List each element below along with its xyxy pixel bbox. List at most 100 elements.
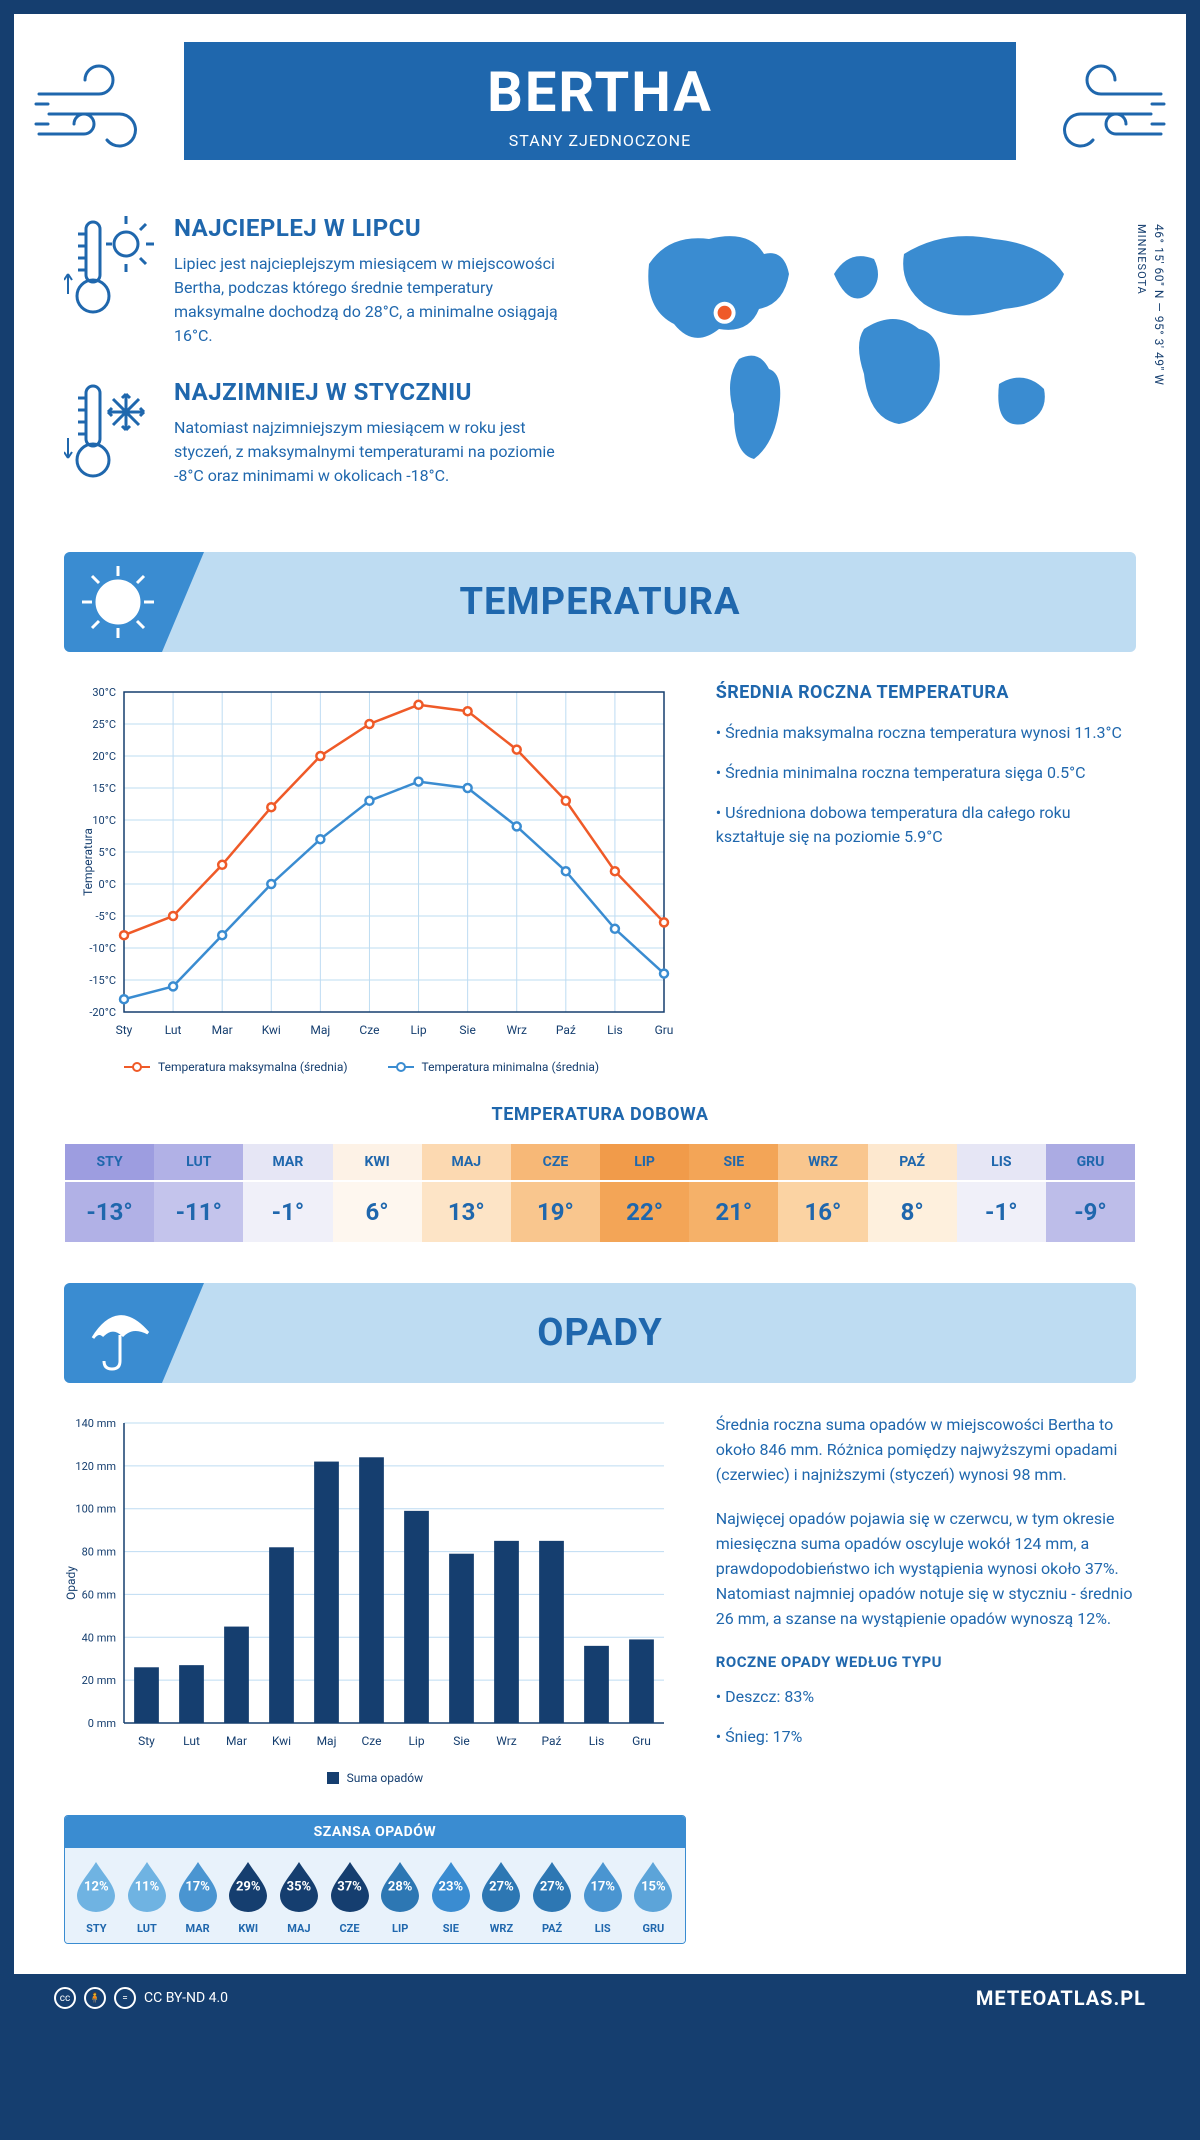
svg-text:-10°C: -10°C xyxy=(89,942,116,955)
precip-para2: Najwięcej opadów pojawia się w czerwcu, … xyxy=(716,1507,1136,1631)
temp-chart-ylabel: Temperatura xyxy=(81,828,95,896)
precip-typ-item: • Deszcz: 83% xyxy=(716,1685,1136,1709)
svg-text:Kwi: Kwi xyxy=(272,1734,291,1748)
svg-text:20 mm: 20 mm xyxy=(82,1674,116,1687)
svg-text:Mar: Mar xyxy=(226,1734,247,1748)
szansa-drop: 12% STY xyxy=(71,1860,122,1935)
svg-text:Paź: Paź xyxy=(556,1023,576,1037)
nd-icon: = xyxy=(114,1987,136,2009)
precip-aside: Średnia roczna suma opadów w miejscowośc… xyxy=(716,1413,1136,1944)
dobowa-cell: LUT-11° xyxy=(154,1144,243,1242)
footer-license: CC BY-ND 4.0 xyxy=(144,1990,228,2006)
dobowa-title: TEMPERATURA DOBOWA xyxy=(64,1104,1136,1125)
dobowa-cell: GRU-9° xyxy=(1046,1144,1135,1242)
svg-text:-5°C: -5°C xyxy=(96,910,117,923)
dobowa-cell: LIS-1° xyxy=(957,1144,1046,1242)
fact-warm-title: NAJCIEPLEJ W LIPCU xyxy=(174,214,579,242)
szansa-drop: 35% MAJ xyxy=(274,1860,325,1935)
fact-cold-text: Natomiast najzimniejszym miesiącem w rok… xyxy=(174,416,579,488)
page-subtitle: STANY ZJEDNOCZONE xyxy=(487,131,713,150)
dobowa-cell: SIE21° xyxy=(689,1144,778,1242)
temp-aside-item: • Uśredniona dobowa temperatura dla całe… xyxy=(716,801,1136,849)
intro-section: NAJCIEPLEJ W LIPCU Lipiec jest najcieple… xyxy=(64,214,1136,522)
svg-text:Paź: Paź xyxy=(542,1734,562,1748)
szansa-drop: 27% WRZ xyxy=(476,1860,527,1935)
svg-text:40 mm: 40 mm xyxy=(82,1631,116,1644)
svg-text:Cze: Cze xyxy=(359,1023,379,1037)
svg-text:0 mm: 0 mm xyxy=(88,1717,116,1730)
fact-cold-title: NAJZIMNIEJ W STYCZNIU xyxy=(174,378,579,406)
svg-text:25°C: 25°C xyxy=(92,718,116,731)
dobowa-cell: KWI6° xyxy=(333,1144,422,1242)
dobowa-cell: LIP22° xyxy=(600,1144,689,1242)
temp-aside-title: ŚREDNIA ROCZNA TEMPERATURA xyxy=(716,682,1136,703)
svg-text:Lut: Lut xyxy=(183,1734,200,1748)
svg-text:0°C: 0°C xyxy=(99,878,116,891)
szansa-drop: 17% MAR xyxy=(172,1860,223,1935)
svg-text:80 mm: 80 mm xyxy=(82,1546,116,1559)
precip-typ-title: ROCZNE OPADY WEDŁUG TYPU xyxy=(716,1651,1136,1674)
legend-max: Temperatura maksymalna (średnia) xyxy=(158,1060,348,1074)
world-map: MINNESOTA 46° 15' 60" N — 95° 3' 49" W xyxy=(619,214,1136,478)
legend-min: Temperatura minimalna (średnia) xyxy=(422,1060,600,1074)
szansa-drop: 37% CZE xyxy=(324,1860,375,1935)
svg-text:15°C: 15°C xyxy=(92,782,116,795)
svg-text:Sty: Sty xyxy=(138,1734,155,1748)
location-coords: 46° 15' 60" N — 95° 3' 49" W xyxy=(1152,224,1166,385)
svg-text:Lip: Lip xyxy=(408,1734,424,1748)
legend-precip: Suma opadów xyxy=(347,1771,424,1785)
wind-icon-left xyxy=(14,34,184,184)
svg-text:Gru: Gru xyxy=(632,1734,651,1748)
cc-icon: cc xyxy=(54,1987,76,2009)
hero: BERTHA STANY ZJEDNOCZONE xyxy=(14,14,1186,194)
dobowa-cell: MAJ13° xyxy=(422,1144,511,1242)
svg-text:100 mm: 100 mm xyxy=(75,1503,116,1516)
dobowa-cell: STY-13° xyxy=(65,1144,154,1242)
dobowa-cell: MAR-1° xyxy=(243,1144,332,1242)
svg-text:30°C: 30°C xyxy=(92,686,116,699)
svg-text:Gru: Gru xyxy=(655,1023,674,1037)
page-title: BERTHA xyxy=(487,59,713,125)
szansa-drop: 29% KWI xyxy=(223,1860,274,1935)
dobowa-cell: CZE19° xyxy=(511,1144,600,1242)
dobowa-table: STY-13°LUT-11°MAR-1°KWI6°MAJ13°CZE19°LIP… xyxy=(64,1143,1136,1243)
precip-typ-item: • Śnieg: 17% xyxy=(716,1725,1136,1749)
svg-text:Wrz: Wrz xyxy=(506,1023,527,1037)
szansa-box: SZANSA OPADÓW 12% STY 11% LUT 17% xyxy=(64,1815,686,1944)
svg-text:Wrz: Wrz xyxy=(496,1734,517,1748)
temp-aside-item: • Średnia maksymalna roczna temperatura … xyxy=(716,721,1136,745)
section-precip-header: OPADY xyxy=(64,1283,1136,1383)
fact-warm: NAJCIEPLEJ W LIPCU Lipiec jest najcieple… xyxy=(64,214,579,348)
precip-chart: Opady 0 mm20 mm40 mm60 mm80 mm100 mm120 … xyxy=(64,1413,686,1753)
svg-text:Lut: Lut xyxy=(165,1023,182,1037)
szansa-drop: 17% LIS xyxy=(577,1860,628,1935)
svg-text:Kwi: Kwi xyxy=(262,1023,281,1037)
szansa-drop: 11% LUT xyxy=(122,1860,173,1935)
thermometer-sun-icon xyxy=(64,214,154,348)
szansa-title: SZANSA OPADÓW xyxy=(65,1816,685,1848)
svg-text:Lip: Lip xyxy=(410,1023,426,1037)
location-state: MINNESOTA xyxy=(1135,224,1148,295)
precip-para1: Średnia roczna suma opadów w miejscowośc… xyxy=(716,1413,1136,1487)
by-icon: 🧍 xyxy=(84,1987,106,2009)
svg-text:Sie: Sie xyxy=(459,1023,475,1037)
svg-text:140 mm: 140 mm xyxy=(75,1417,116,1430)
svg-text:Maj: Maj xyxy=(317,1734,337,1748)
section-temperature-header: TEMPERATURA xyxy=(64,552,1136,652)
svg-text:5°C: 5°C xyxy=(99,846,116,859)
thermometer-snow-icon xyxy=(64,378,154,492)
precip-chart-ylabel: Opady xyxy=(64,1566,78,1600)
temperature-aside: ŚREDNIA ROCZNA TEMPERATURA • Średnia mak… xyxy=(716,682,1136,1074)
footer-site: METEOATLAS.PL xyxy=(976,1986,1146,2010)
svg-text:Mar: Mar xyxy=(212,1023,233,1037)
temperature-chart: Temperatura -20°C-15°C-10°C-5°C0°C5°C10°… xyxy=(64,682,686,1042)
infographic-page: BERTHA STANY ZJEDNOCZONE xyxy=(0,0,1200,2036)
svg-text:Sty: Sty xyxy=(116,1023,133,1037)
svg-text:Lis: Lis xyxy=(607,1023,623,1037)
szansa-drop: 23% SIE xyxy=(425,1860,476,1935)
fact-warm-text: Lipiec jest najcieplejszym miesiącem w m… xyxy=(174,252,579,348)
section-temperature-title: TEMPERATURA xyxy=(459,580,740,624)
svg-text:-20°C: -20°C xyxy=(89,1006,116,1019)
svg-text:Sie: Sie xyxy=(453,1734,469,1748)
svg-text:120 mm: 120 mm xyxy=(75,1460,116,1473)
